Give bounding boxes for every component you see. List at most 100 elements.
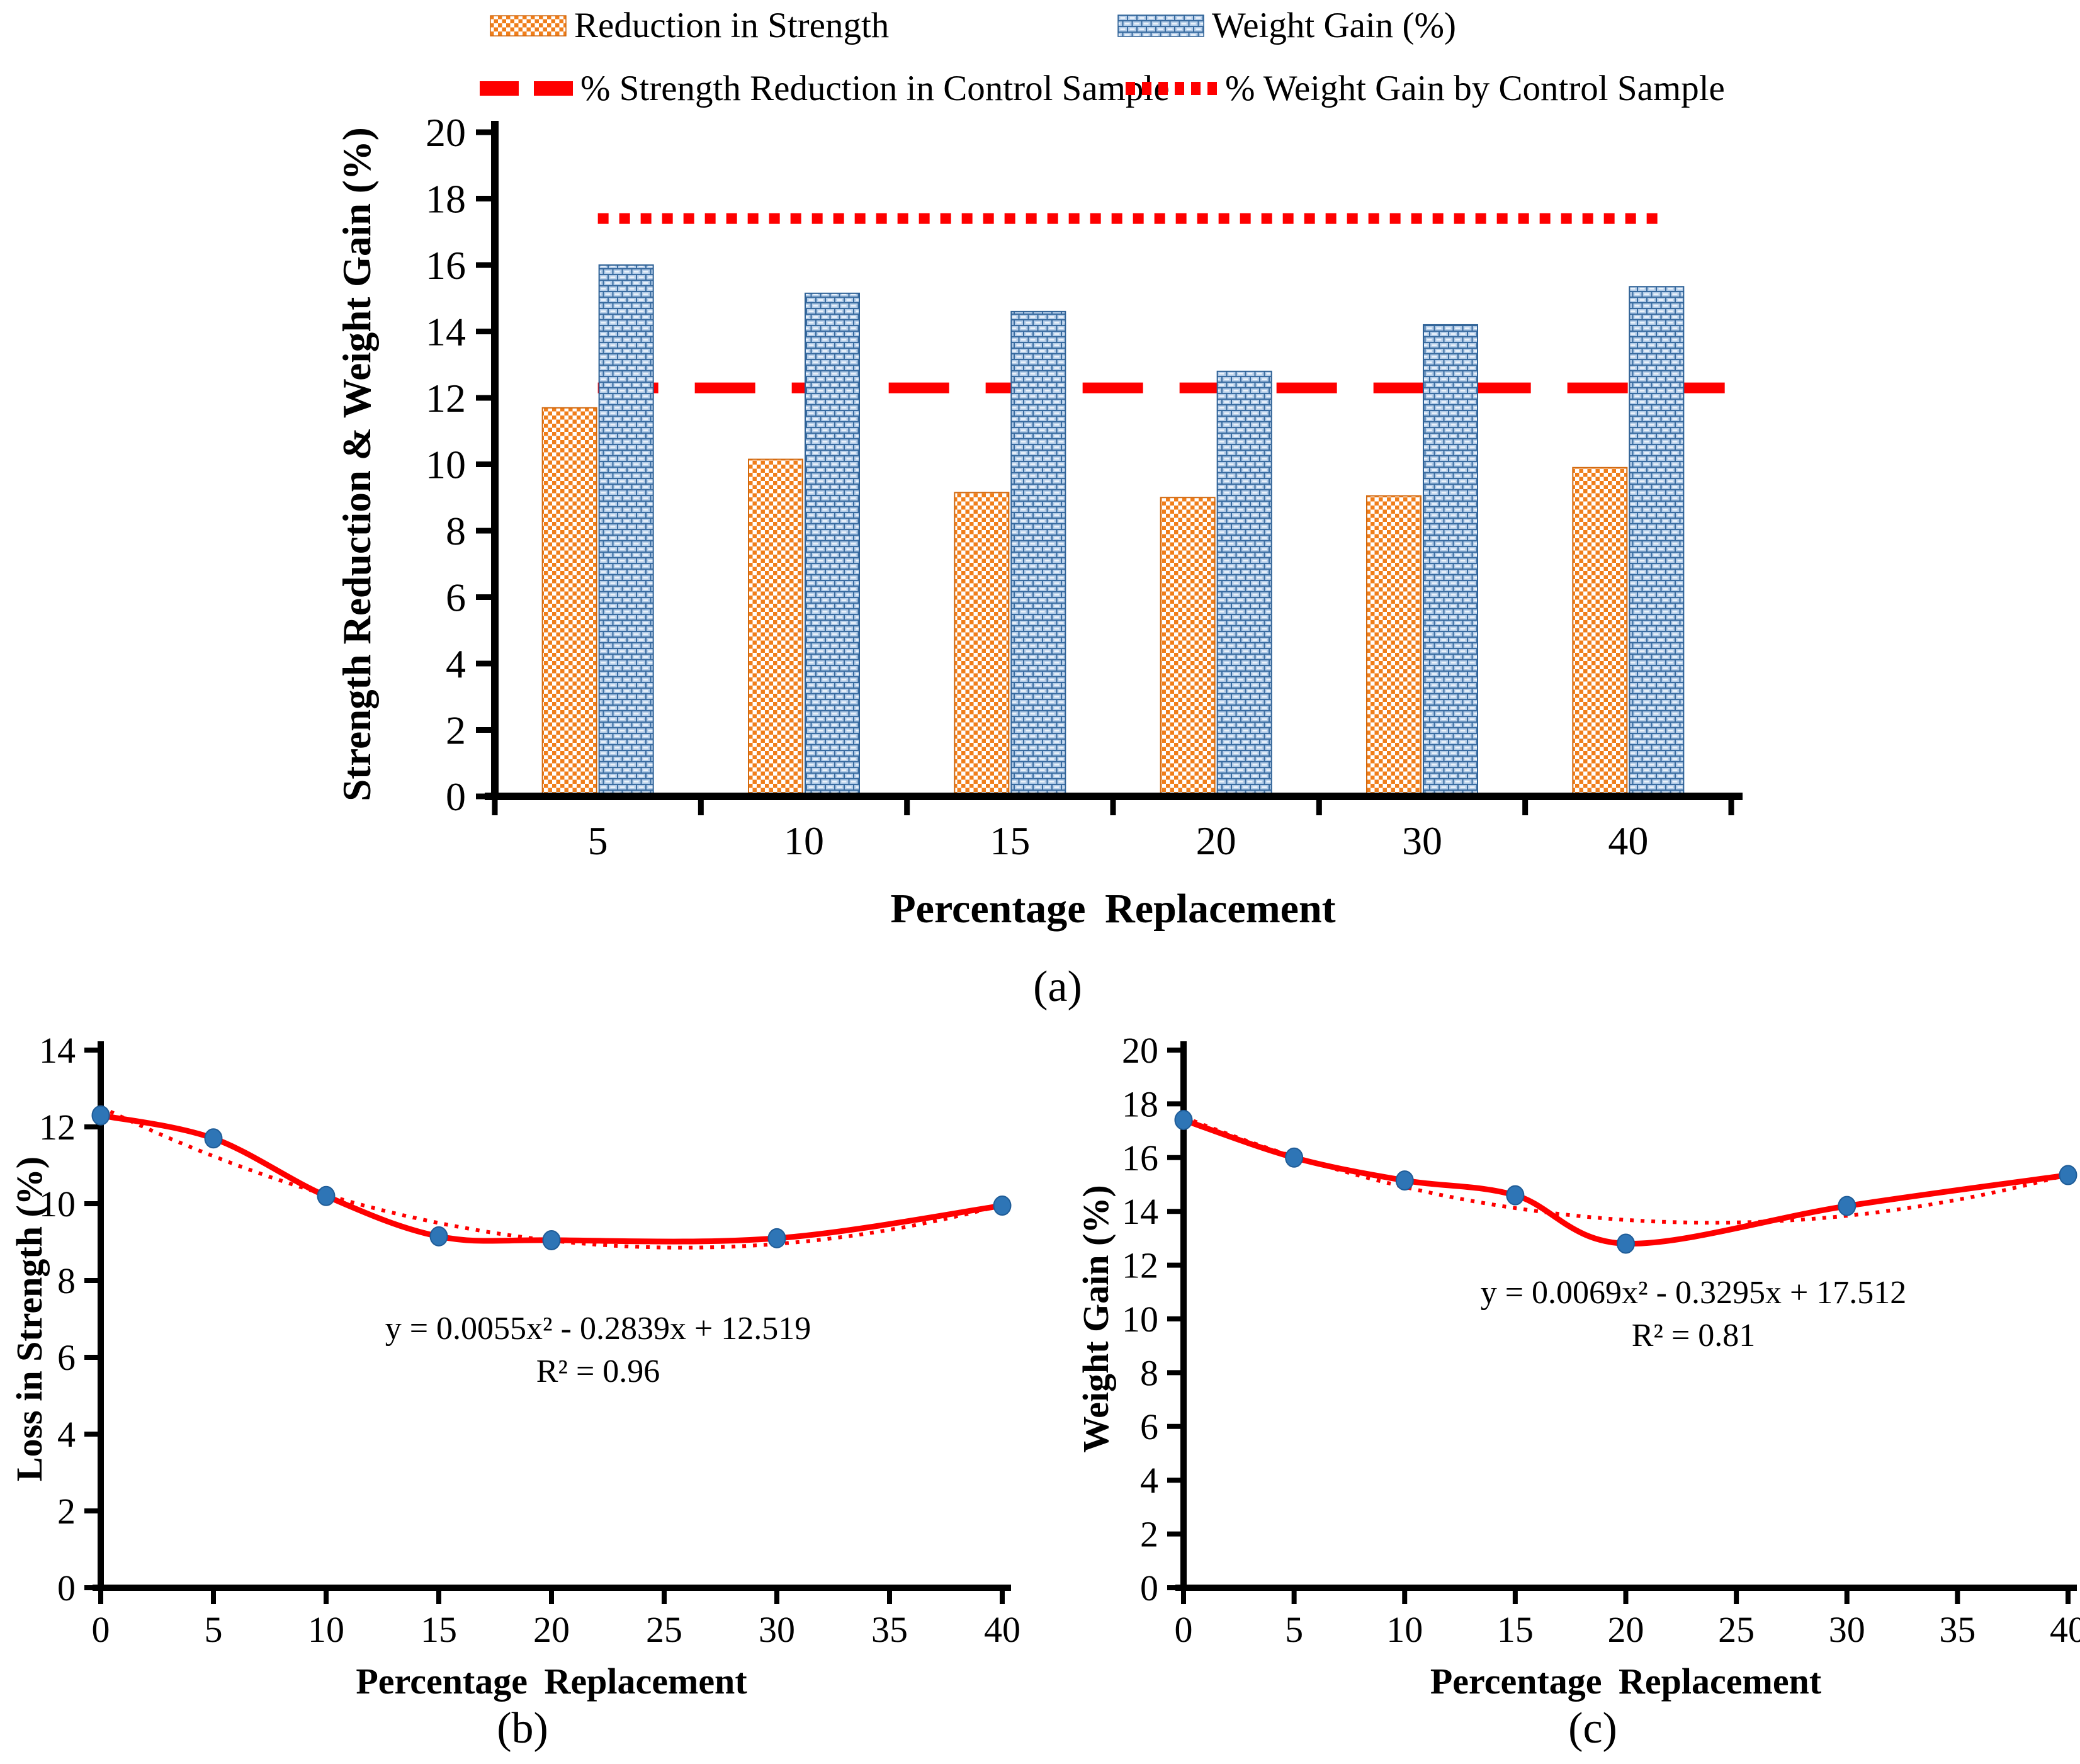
y-tick-label-2: 2	[57, 1491, 76, 1532]
legend-swatch-red-dashed-icon	[480, 81, 573, 96]
bar-strength-30	[1366, 495, 1422, 797]
marker-x0	[91, 1105, 110, 1126]
scatter-chart-loss-strength: 0 2 4 6 8 10 12 14 0 5 10 15 20 25 30 35 40 Percentage Re…	[13, 1030, 1020, 1702]
data-line	[1180, 1117, 2071, 1247]
trendline-equation: y = 0.0055x² - 0.2839x + 12.519	[385, 1311, 811, 1347]
y-axis-title: Strength Reduction & Weight Gain (%)	[335, 127, 379, 801]
y-tick-label-0: 0	[446, 774, 466, 819]
x-tick-label-0: 0	[92, 1609, 110, 1650]
bar-weight-5	[598, 264, 654, 797]
marker-x30	[1838, 1196, 1857, 1216]
marker-x0	[1174, 1110, 1193, 1131]
x-tick-label-15: 15	[990, 818, 1030, 863]
y-tick-label-18: 18	[426, 177, 466, 222]
axes	[476, 121, 1743, 815]
y-tick-label-18: 18	[1122, 1083, 1158, 1124]
r-squared: R² = 0.81	[1632, 1318, 1756, 1354]
marker-x5	[1285, 1147, 1304, 1168]
y-tick-label-14: 14	[1122, 1191, 1158, 1232]
y-tick-label-8: 8	[1140, 1352, 1158, 1393]
y-tick-label-12: 12	[426, 376, 466, 421]
x-tick-label-15: 15	[421, 1609, 457, 1650]
marker-x40	[993, 1196, 1012, 1216]
x-axis-title: Percentage Replacement	[890, 886, 1335, 932]
y-tick-label-4: 4	[1140, 1460, 1158, 1501]
y-tick-label-16: 16	[1122, 1138, 1158, 1179]
scatter-chart-weight-gain: 0 2 4 6 8 10 12 14 16 18 20 0 5 10 15 20 25 30 35 40 Percent…	[1075, 1030, 2080, 1702]
bar-strength-40	[1572, 466, 1628, 797]
bar-strength-15	[954, 492, 1010, 798]
bar-strength-5	[541, 407, 597, 797]
bar-strength-10	[748, 458, 803, 797]
x-tick-label-5: 5	[1285, 1609, 1303, 1650]
x-tick-label-30: 30	[1402, 818, 1442, 863]
x-axis-title: Percentage Replacement	[356, 1661, 747, 1702]
data-line	[98, 1112, 1005, 1245]
bar-strength-20	[1160, 497, 1216, 797]
y-tick-label-6: 6	[57, 1337, 76, 1378]
legend-label-reduction-strength: Reduction in Strength	[574, 6, 890, 45]
x-tick-label-10: 10	[784, 818, 824, 863]
y-tick-label-4: 4	[57, 1414, 76, 1455]
x-tick-label-40: 40	[984, 1609, 1020, 1650]
caption-a: (a)	[1033, 963, 1082, 1011]
y-tick-label-0: 0	[1140, 1568, 1158, 1609]
marker-x20	[1617, 1233, 1635, 1254]
y-axis-title: Loss in Strength (%)	[13, 1156, 50, 1481]
x-tick-label-0: 0	[1175, 1609, 1193, 1650]
y-tick-label-20: 20	[1122, 1030, 1158, 1071]
marker-x10	[317, 1185, 336, 1206]
bar-weight-20	[1216, 370, 1272, 797]
legend-swatch-orange-checker-icon	[490, 14, 567, 37]
trendline-dotted	[1182, 1115, 2069, 1225]
legend-item-weight-control: % Weight Gain by Control Sample	[1126, 68, 1725, 109]
legend-label-weight-control: % Weight Gain by Control Sample	[1225, 69, 1725, 108]
y-tick-label-6: 6	[1140, 1406, 1158, 1447]
legend-label-weight-gain: Weight Gain (%)	[1212, 6, 1456, 45]
x-tick-label-25: 25	[1718, 1609, 1755, 1650]
r-squared: R² = 0.96	[536, 1354, 660, 1389]
bar-weight-30	[1423, 324, 1478, 797]
bar-weight-10	[805, 292, 860, 797]
trendline-equation: y = 0.0069x² - 0.3295x + 17.512	[1481, 1275, 1907, 1311]
y-tick-label-2: 2	[446, 708, 466, 753]
marker-x40	[2059, 1165, 2077, 1185]
y-tick-label-12: 12	[1122, 1245, 1158, 1286]
marker-x10	[1395, 1170, 1414, 1191]
x-tick-label-15: 15	[1497, 1609, 1534, 1650]
x-tick-label-10: 10	[1386, 1609, 1423, 1650]
x-axis-title: Percentage Replacement	[1430, 1661, 1822, 1702]
data-markers	[1174, 1110, 2077, 1254]
marker-x15	[1506, 1185, 1525, 1206]
legend-item-weight-gain: Weight Gain (%)	[1117, 5, 1456, 46]
x-tick-label-30: 30	[759, 1609, 795, 1650]
bars	[541, 264, 1685, 798]
caption-c: (c)	[1568, 1704, 1617, 1753]
x-tick-label-5: 5	[588, 818, 608, 863]
y-tick-label-16: 16	[426, 243, 466, 288]
x-tick-label-20: 20	[1608, 1609, 1644, 1650]
y-tick-label-6: 6	[446, 575, 466, 620]
x-tick-label-40: 40	[2050, 1609, 2080, 1650]
y-tick-label-10: 10	[1122, 1299, 1158, 1340]
legend-item-reduction-strength: Reduction in Strength	[490, 5, 889, 46]
x-tick-label-5: 5	[205, 1609, 223, 1650]
x-tick-label-20: 20	[1196, 818, 1236, 863]
x-tick-label-25: 25	[646, 1609, 682, 1650]
data-markers	[91, 1105, 1012, 1250]
y-tick-label-10: 10	[426, 443, 466, 487]
bar-chart-strength-weight: 5 10 15 20 30 40 0 2 4 6 8 10 12 14 16 18 20 Percentage R…	[335, 110, 1743, 932]
y-tick-label-10: 10	[39, 1184, 76, 1224]
legend-swatch-red-dotted-icon	[1126, 82, 1218, 95]
marker-x5	[204, 1128, 223, 1149]
marker-x30	[767, 1228, 786, 1248]
y-axis-title: Weight Gain (%)	[1075, 1185, 1116, 1452]
y-tick-label-20: 20	[426, 110, 466, 155]
y-tick-label-8: 8	[446, 509, 466, 553]
axes	[1167, 1041, 2077, 1604]
y-tick-label-4: 4	[446, 642, 466, 686]
x-tick-label-30: 30	[1829, 1609, 1865, 1650]
y-tick-label-0: 0	[57, 1568, 76, 1609]
axes	[84, 1041, 1011, 1604]
